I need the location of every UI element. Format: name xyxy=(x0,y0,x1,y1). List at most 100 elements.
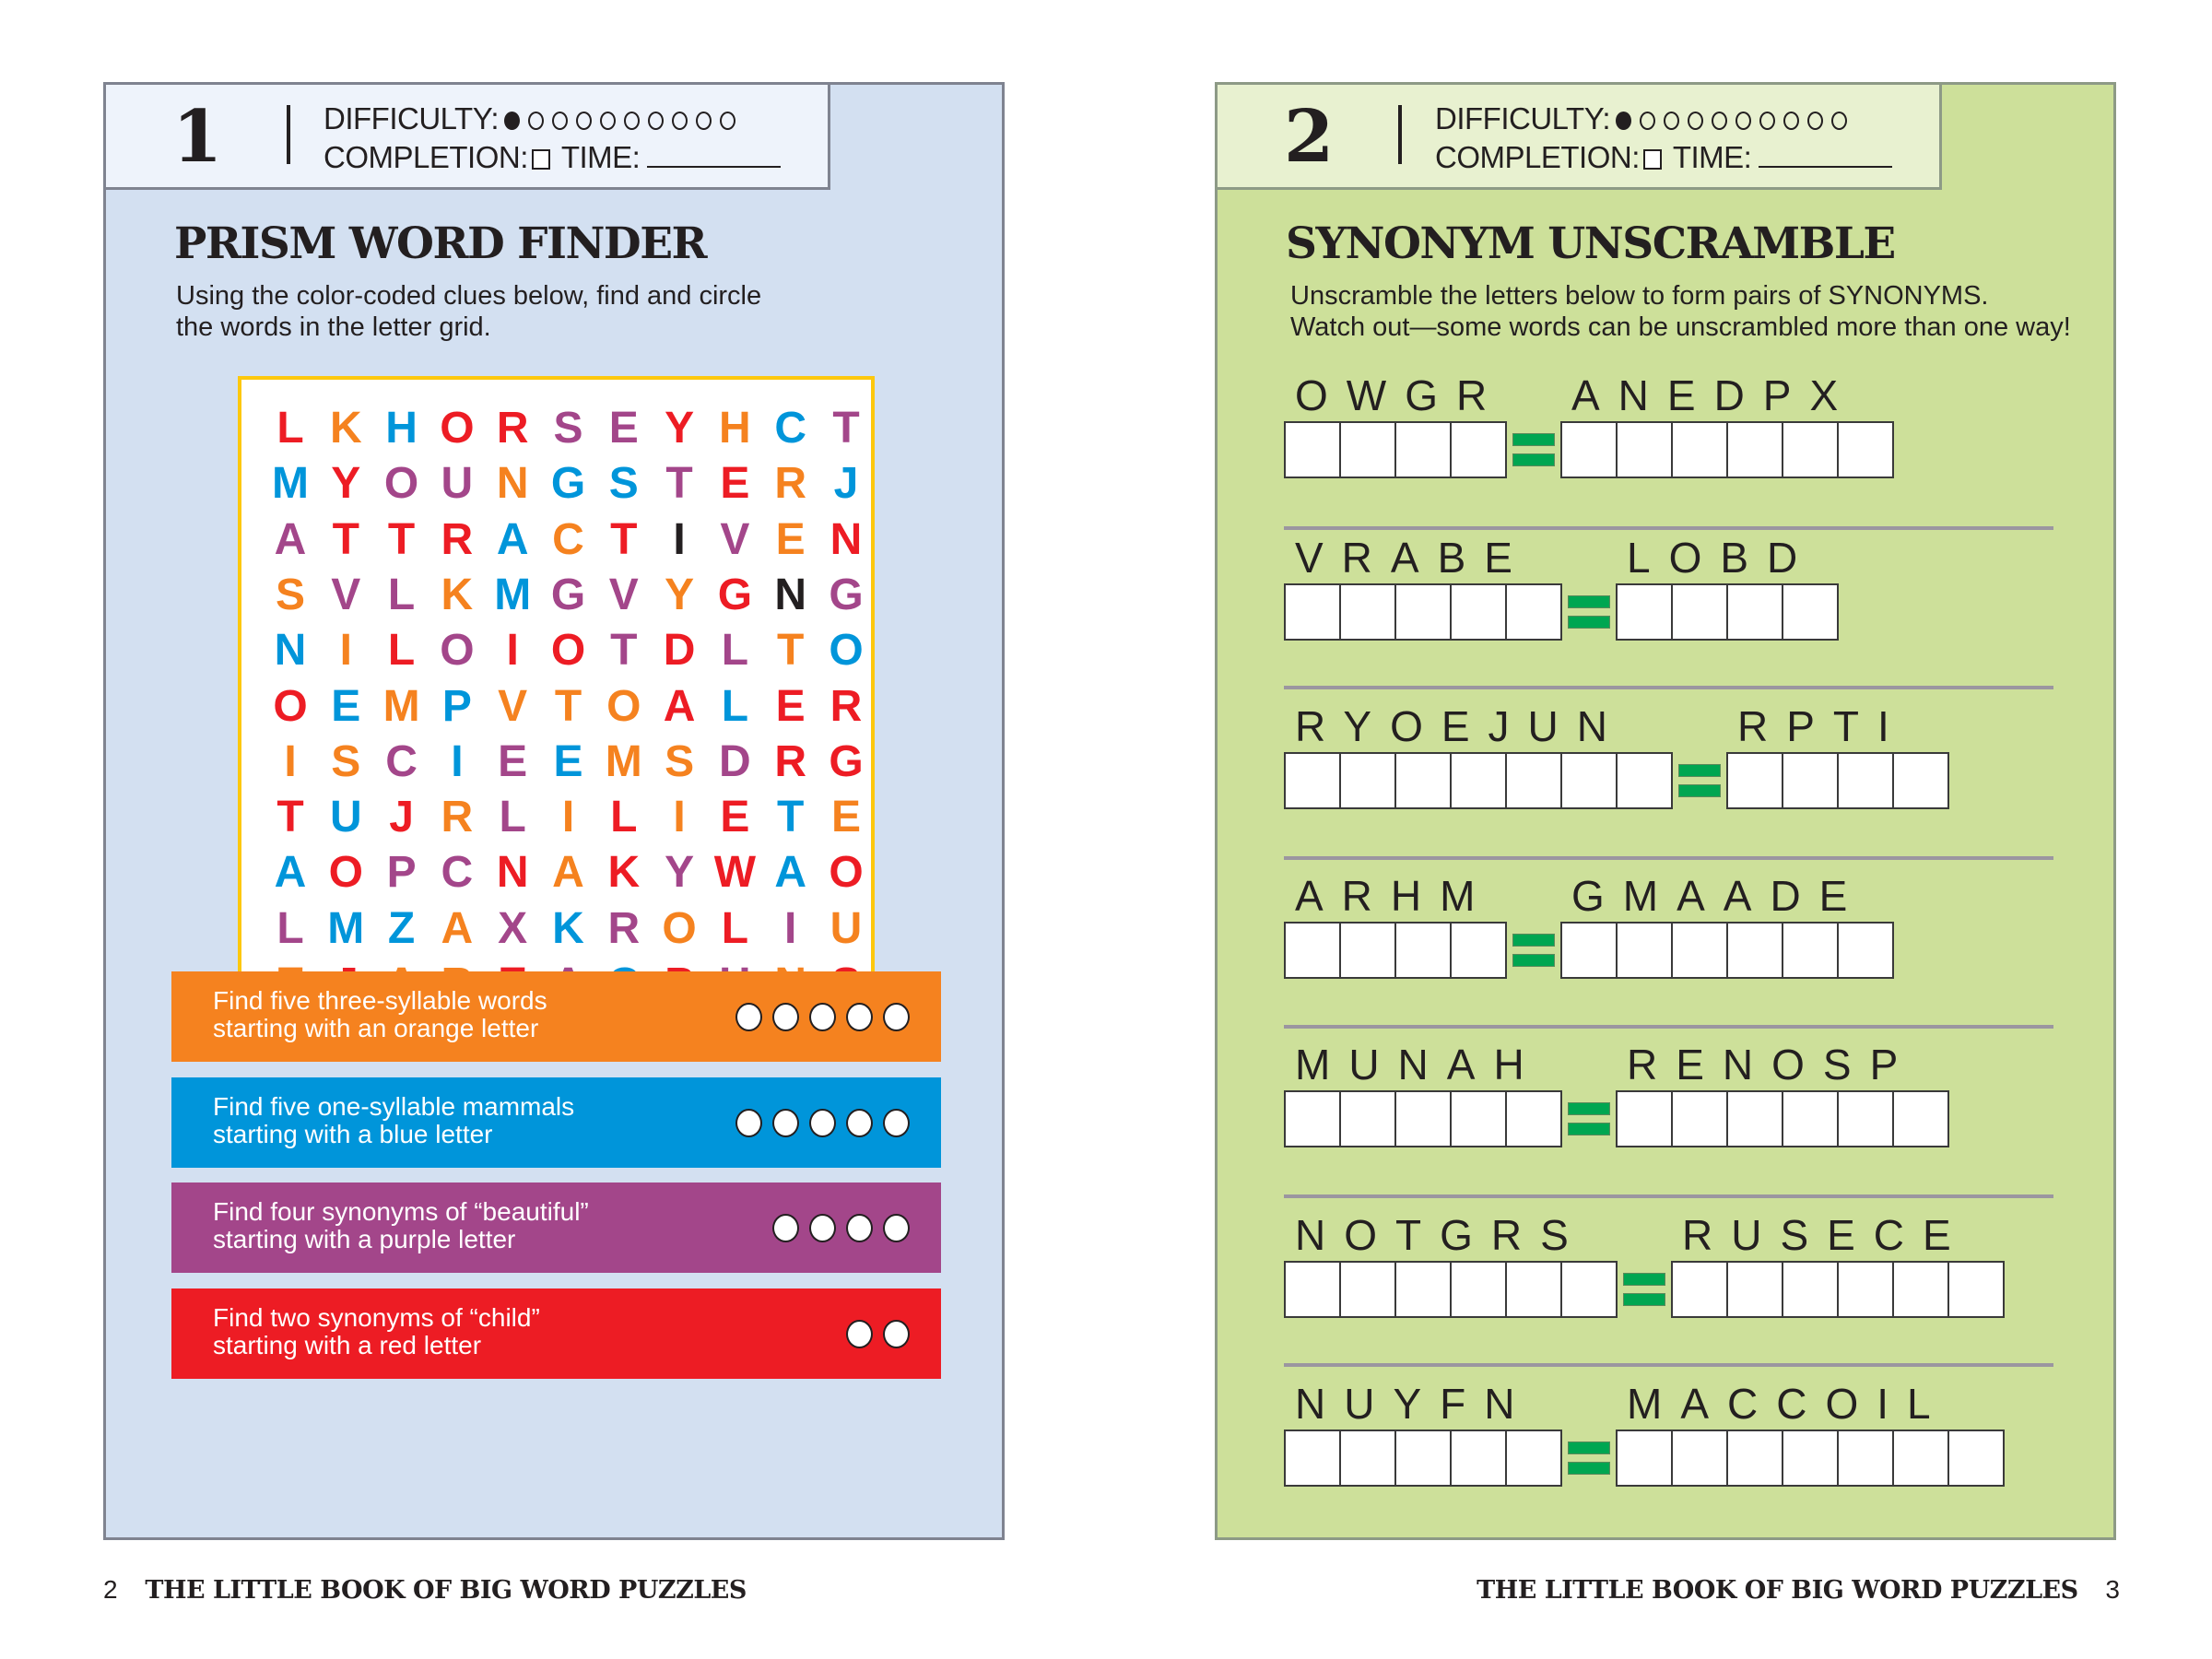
grid-letter[interactable]: C xyxy=(774,404,807,453)
grid-letter[interactable]: A xyxy=(552,848,584,898)
answer-box[interactable] xyxy=(1839,924,1892,977)
grid-letter[interactable]: S xyxy=(331,736,361,786)
answer-box[interactable] xyxy=(1783,585,1837,639)
grid-letter[interactable]: N xyxy=(496,459,529,509)
grid-letter[interactable]: H xyxy=(719,404,751,453)
grid-letter[interactable]: G xyxy=(829,736,864,786)
grid-letter[interactable]: E xyxy=(608,404,639,453)
answer-circle[interactable] xyxy=(846,1003,873,1031)
grid-letter[interactable]: A xyxy=(441,903,474,953)
completion-checkbox[interactable] xyxy=(531,149,550,170)
grid-letter[interactable]: O xyxy=(440,404,475,453)
grid-letter[interactable]: T xyxy=(832,404,860,453)
grid-letter[interactable]: T xyxy=(777,626,805,676)
answer-box[interactable] xyxy=(1728,585,1783,639)
answer-box[interactable] xyxy=(1341,1263,1396,1316)
time-field[interactable] xyxy=(1759,166,1893,168)
answer-box[interactable] xyxy=(1728,1092,1783,1146)
answer-box[interactable] xyxy=(1507,1431,1560,1485)
grid-letter[interactable]: T xyxy=(610,626,638,676)
answer-box[interactable] xyxy=(1452,1431,1507,1485)
grid-letter[interactable]: N xyxy=(274,626,307,676)
answer-box[interactable] xyxy=(1507,1263,1562,1316)
grid-letter[interactable]: O xyxy=(829,626,864,676)
answer-box[interactable] xyxy=(1673,423,1728,477)
answer-box[interactable] xyxy=(1618,924,1673,977)
grid-letter[interactable]: Z xyxy=(387,903,416,953)
grid-letter[interactable]: O xyxy=(829,848,864,898)
answer-box[interactable] xyxy=(1341,423,1396,477)
grid-letter[interactable]: U xyxy=(441,459,474,509)
grid-letter[interactable]: T xyxy=(554,681,582,731)
grid-letter[interactable]: A xyxy=(663,681,696,731)
answer-box[interactable] xyxy=(1341,1431,1396,1485)
grid-letter[interactable]: K xyxy=(552,903,584,953)
grid-letter[interactable]: E xyxy=(553,736,583,786)
answer-box[interactable] xyxy=(1341,924,1396,977)
grid-letter[interactable]: O xyxy=(328,848,363,898)
grid-letter[interactable]: S xyxy=(665,736,695,786)
answer-box[interactable] xyxy=(1673,1431,1728,1485)
answer-box[interactable] xyxy=(1728,924,1783,977)
grid-letter[interactable]: W xyxy=(713,848,757,898)
grid-letter[interactable]: U xyxy=(329,793,362,842)
grid-letter[interactable]: I xyxy=(673,793,686,842)
grid-letter[interactable]: N xyxy=(830,514,863,564)
answer-box[interactable] xyxy=(1783,423,1839,477)
answer-box[interactable] xyxy=(1562,423,1618,477)
grid-letter[interactable]: G xyxy=(717,570,753,619)
answer-circle[interactable] xyxy=(883,1003,910,1031)
grid-letter[interactable]: X xyxy=(498,903,528,953)
grid-letter[interactable]: E xyxy=(775,681,806,731)
grid-letter[interactable]: L xyxy=(721,626,749,676)
answer-circle[interactable] xyxy=(883,1320,910,1348)
answer-box[interactable] xyxy=(1286,585,1341,639)
answer-box[interactable] xyxy=(1396,1263,1452,1316)
answer-box[interactable] xyxy=(1618,1092,1673,1146)
grid-letter[interactable]: K xyxy=(607,848,641,898)
answer-box[interactable] xyxy=(1286,1431,1341,1485)
grid-letter[interactable]: T xyxy=(777,793,805,842)
grid-letter[interactable]: S xyxy=(553,404,583,453)
answer-box[interactable] xyxy=(1396,1431,1452,1485)
answer-box[interactable] xyxy=(1839,1431,1894,1485)
answer-box[interactable] xyxy=(1783,754,1839,807)
grid-letter[interactable]: K xyxy=(329,404,362,453)
answer-box[interactable] xyxy=(1286,924,1341,977)
grid-letter[interactable]: R xyxy=(496,404,529,453)
answer-box[interactable] xyxy=(1949,1263,2003,1316)
answer-box[interactable] xyxy=(1894,1263,1949,1316)
answer-box[interactable] xyxy=(1396,754,1452,807)
grid-letter[interactable]: U xyxy=(830,903,863,953)
grid-letter[interactable]: I xyxy=(451,736,464,786)
grid-letter[interactable]: Y xyxy=(331,459,361,509)
grid-letter[interactable]: H xyxy=(385,404,418,453)
grid-letter[interactable]: T xyxy=(665,459,693,509)
answer-box[interactable] xyxy=(1839,423,1892,477)
grid-letter[interactable]: E xyxy=(720,459,750,509)
grid-letter[interactable]: A xyxy=(274,514,307,564)
answer-box[interactable] xyxy=(1562,1263,1616,1316)
answer-circle[interactable] xyxy=(772,1109,799,1137)
grid-letter[interactable]: M xyxy=(327,903,365,953)
grid-letter[interactable]: L xyxy=(276,903,304,953)
grid-letter[interactable]: N xyxy=(774,570,807,619)
answer-box[interactable] xyxy=(1562,924,1618,977)
answer-box[interactable] xyxy=(1286,423,1341,477)
grid-letter[interactable]: O xyxy=(606,681,641,731)
grid-letter[interactable]: J xyxy=(389,793,414,842)
answer-box[interactable] xyxy=(1839,754,1894,807)
answer-box[interactable] xyxy=(1452,1263,1507,1316)
grid-letter[interactable]: N xyxy=(496,848,529,898)
grid-letter[interactable]: T xyxy=(387,514,416,564)
answer-box[interactable] xyxy=(1286,754,1341,807)
answer-circle[interactable] xyxy=(735,1003,762,1031)
grid-letter[interactable]: I xyxy=(561,793,575,842)
answer-circle[interactable] xyxy=(772,1003,799,1031)
grid-letter[interactable]: I xyxy=(339,626,352,676)
answer-box[interactable] xyxy=(1839,1092,1894,1146)
grid-letter[interactable]: K xyxy=(441,570,474,619)
answer-box[interactable] xyxy=(1894,1431,1949,1485)
grid-letter[interactable]: M xyxy=(382,681,420,731)
